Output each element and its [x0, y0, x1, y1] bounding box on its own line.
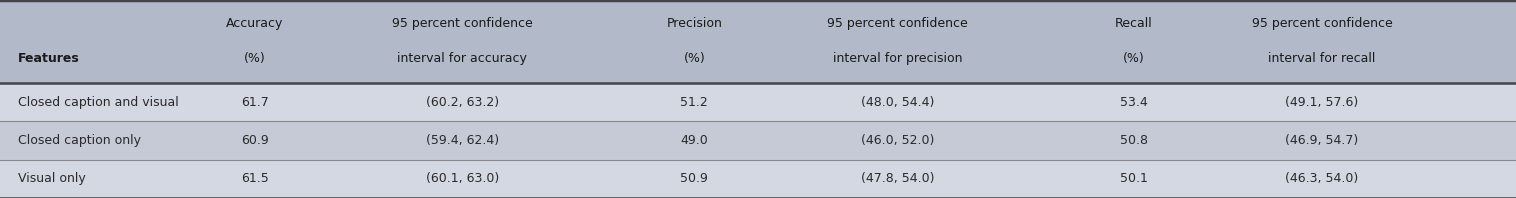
Text: 61.5: 61.5: [241, 172, 268, 185]
Bar: [0, 160, 1516, 198]
Text: 51.2: 51.2: [681, 96, 708, 109]
Bar: [0, 0, 1516, 83]
Bar: [0, 83, 1516, 121]
Text: 95 percent confidence: 95 percent confidence: [1252, 17, 1392, 30]
Text: 49.0: 49.0: [681, 134, 708, 147]
Text: 53.4: 53.4: [1120, 96, 1148, 109]
Text: (46.9, 54.7): (46.9, 54.7): [1286, 134, 1358, 147]
Text: Closed caption only: Closed caption only: [18, 134, 141, 147]
Text: (46.0, 52.0): (46.0, 52.0): [861, 134, 934, 147]
Text: interval for precision: interval for precision: [832, 52, 963, 65]
Text: Recall: Recall: [1116, 17, 1152, 30]
Text: 50.9: 50.9: [681, 172, 708, 185]
Text: 50.1: 50.1: [1120, 172, 1148, 185]
Text: Visual only: Visual only: [18, 172, 86, 185]
Text: 95 percent confidence: 95 percent confidence: [393, 17, 532, 30]
Text: Features: Features: [18, 52, 80, 65]
Text: 50.8: 50.8: [1120, 134, 1148, 147]
Text: Precision: Precision: [667, 17, 722, 30]
Bar: [0, 121, 1516, 160]
Text: interval for recall: interval for recall: [1269, 52, 1375, 65]
Text: (49.1, 57.6): (49.1, 57.6): [1286, 96, 1358, 109]
Text: 60.9: 60.9: [241, 134, 268, 147]
Text: Accuracy: Accuracy: [226, 17, 283, 30]
Text: 95 percent confidence: 95 percent confidence: [828, 17, 967, 30]
Text: (46.3, 54.0): (46.3, 54.0): [1286, 172, 1358, 185]
Text: (60.1, 63.0): (60.1, 63.0): [426, 172, 499, 185]
Text: (47.8, 54.0): (47.8, 54.0): [861, 172, 934, 185]
Text: Closed caption and visual: Closed caption and visual: [18, 96, 179, 109]
Text: (48.0, 54.4): (48.0, 54.4): [861, 96, 934, 109]
Text: (%): (%): [1123, 52, 1145, 65]
Text: (60.2, 63.2): (60.2, 63.2): [426, 96, 499, 109]
Text: (%): (%): [244, 52, 265, 65]
Text: interval for accuracy: interval for accuracy: [397, 52, 528, 65]
Text: 61.7: 61.7: [241, 96, 268, 109]
Text: (%): (%): [684, 52, 705, 65]
Text: (59.4, 62.4): (59.4, 62.4): [426, 134, 499, 147]
